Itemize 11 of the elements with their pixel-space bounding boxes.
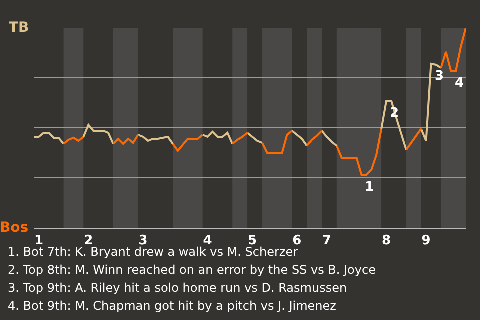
annotation: 1 — [365, 180, 374, 195]
x-tick-label: 7 — [322, 234, 332, 249]
text: TB — [9, 20, 30, 36]
text: 2. Top 8th: M. Winn reached on an error by the SS vs B. Joyce — [8, 263, 376, 277]
text: Bos — [0, 220, 29, 236]
x-tick-label: 8 — [382, 234, 392, 249]
text: 3. Top 9th: A. Riley hit a solo home run vs D. Rasmussen — [8, 281, 348, 295]
annotation: 4 — [455, 76, 464, 91]
x-tick-label: 9 — [422, 234, 431, 249]
text: 4. Bot 9th: M. Chapman got hit by a pitch vs J. Jimenez — [8, 299, 336, 313]
annotation: 3 — [435, 69, 444, 84]
